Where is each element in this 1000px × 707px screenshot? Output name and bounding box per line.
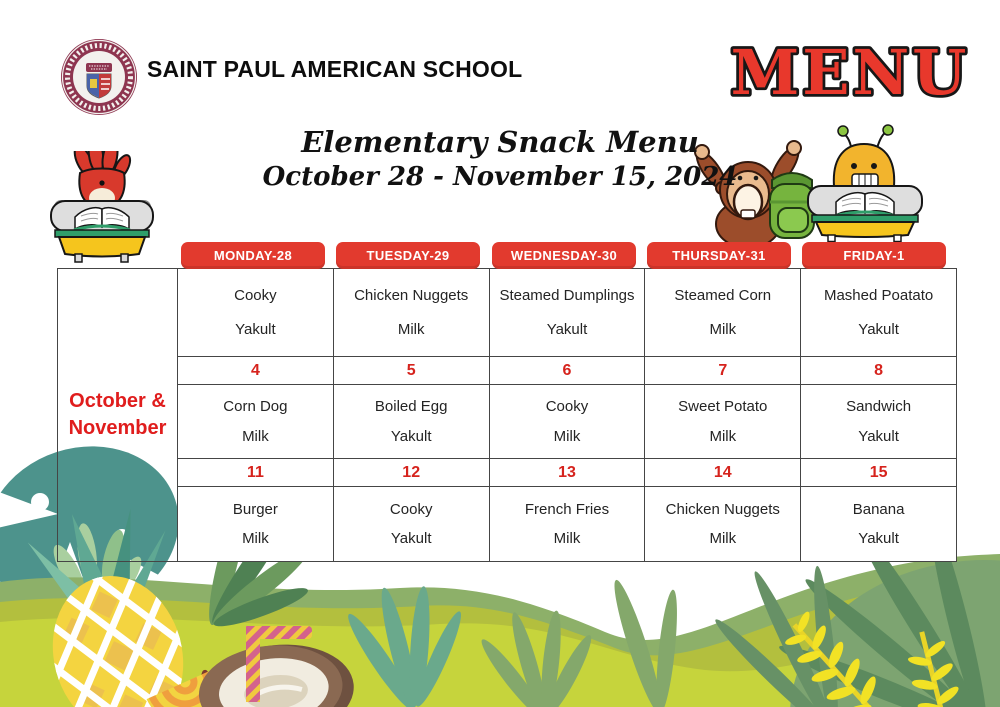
snack-drink: Yakult [858, 321, 899, 338]
snack-cell: Boiled Egg Yakult [332, 384, 489, 458]
snack-cell: Cooky Milk [488, 384, 645, 458]
tab-monday: MONDAY-28 [181, 242, 325, 269]
snack-drink: Milk [709, 427, 737, 445]
backpack [769, 172, 815, 239]
snack-cell: Cooky Yakult [332, 486, 489, 561]
snack-cell: Banana Yakult [800, 486, 956, 561]
snack-item: Chicken Nuggets [354, 287, 469, 304]
snack-item: Boiled Egg [374, 398, 448, 416]
snack-cell: Sweet Potato Milk [644, 384, 801, 458]
rooster-at-desk-illustration [50, 151, 154, 263]
snack-cell: Chicken Nuggets Milk [332, 269, 489, 356]
snack-cell: Corn Dog Milk [177, 384, 333, 458]
snack-drink: Yakult [858, 427, 899, 445]
snack-item: Steamed Dumplings [499, 287, 635, 304]
snack-cell: Steamed Dumplings Yakult [488, 269, 645, 356]
snack-cell: Steamed Corn Milk [644, 269, 801, 356]
robot-at-desk-illustration [807, 124, 923, 242]
school-seal-logo [61, 39, 137, 115]
date-cell: 14 [644, 458, 801, 486]
date-cell: 15 [800, 458, 956, 486]
snack-item: Mashed Poatato [823, 287, 934, 304]
snack-drink: Yakult [235, 321, 276, 338]
date-cell: 7 [644, 356, 801, 384]
open-book [73, 206, 131, 232]
date-range: October 28 - November 15, 2024 [262, 161, 738, 192]
snack-drink: Milk [242, 427, 269, 445]
menu-table: October & November Cooky Yakult Chicken … [57, 268, 957, 562]
snack-item: Cooky [389, 500, 433, 518]
desk-apron [814, 221, 916, 238]
tab-thursday: THURSDAY-31 [647, 242, 791, 269]
desk-legs [74, 253, 129, 263]
snack-item: Sweet Potato [678, 398, 768, 416]
yellow-fern [785, 611, 959, 707]
date-cell: 13 [488, 458, 645, 486]
snack-cell: French Fries Milk [488, 486, 645, 561]
snack-cell: Mashed Poatato Yakult [800, 269, 956, 356]
snack-item: French Fries [524, 500, 610, 518]
snack-item: Cooky [234, 287, 277, 304]
tab-tuesday: TUESDAY-29 [336, 242, 480, 269]
tab-wednesday: WEDNESDAY-30 [492, 242, 636, 269]
snack-drink: Milk [553, 427, 581, 445]
snack-drink: Yakult [546, 321, 588, 338]
orangutan-with-backpack-illustration [694, 140, 815, 242]
dark-palm-fan-2 [715, 565, 838, 707]
desk-legs [827, 234, 902, 242]
snack-cell: Cooky Yakult [177, 269, 333, 356]
page-title: Elementary Snack Menu [301, 125, 699, 159]
open-book [834, 191, 896, 218]
desk-apron [57, 236, 147, 258]
straw [246, 626, 312, 702]
menu-wordmark: MENU [731, 36, 970, 109]
snack-item: Steamed Corn [674, 287, 772, 304]
school-name: SAINT PAUL AMERICAN SCHOOL [147, 56, 523, 82]
title-block: Elementary Snack Menu October 28 - Novem… [250, 125, 750, 193]
snack-drink: Yakult [390, 427, 432, 445]
tab-friday: FRIDAY-1 [802, 242, 946, 269]
snack-drink: Milk [397, 321, 425, 338]
snack-drink: Milk [709, 530, 737, 548]
snack-item: Sandwich [846, 398, 912, 416]
snack-drink: Milk [242, 530, 269, 548]
snack-item: Cooky [545, 398, 589, 416]
snack-cell: Chicken Nuggets Milk [644, 486, 801, 561]
snack-drink: Yakult [390, 530, 432, 548]
month-label: October & November [68, 390, 167, 439]
date-cell: 12 [332, 458, 489, 486]
snack-item: Banana [852, 500, 905, 518]
date-cell: 5 [332, 356, 489, 384]
date-cell: 11 [177, 458, 333, 486]
tall-grass-blades [614, 579, 677, 707]
snack-drink: Milk [709, 321, 737, 338]
desk-rim [811, 214, 919, 223]
menu-wordmark-graphic: MENU [728, 33, 970, 112]
snack-cell: Burger Milk [177, 486, 333, 561]
snack-drink: Yakult [858, 530, 899, 548]
snack-cell: Sandwich Yakult [800, 384, 956, 458]
date-cell: 4 [177, 356, 333, 384]
date-cell: 6 [488, 356, 645, 384]
snack-item: Corn Dog [223, 398, 288, 416]
sage-grass-fan [481, 610, 592, 707]
snack-item: Chicken Nuggets [665, 500, 780, 518]
snack-drink: Milk [553, 530, 581, 548]
snack-item: Burger [232, 500, 278, 518]
date-cell: 8 [800, 356, 956, 384]
tropical-footer-illustration [0, 446, 1000, 707]
teal-grass-fan [348, 586, 461, 707]
desk-rim [54, 229, 150, 238]
